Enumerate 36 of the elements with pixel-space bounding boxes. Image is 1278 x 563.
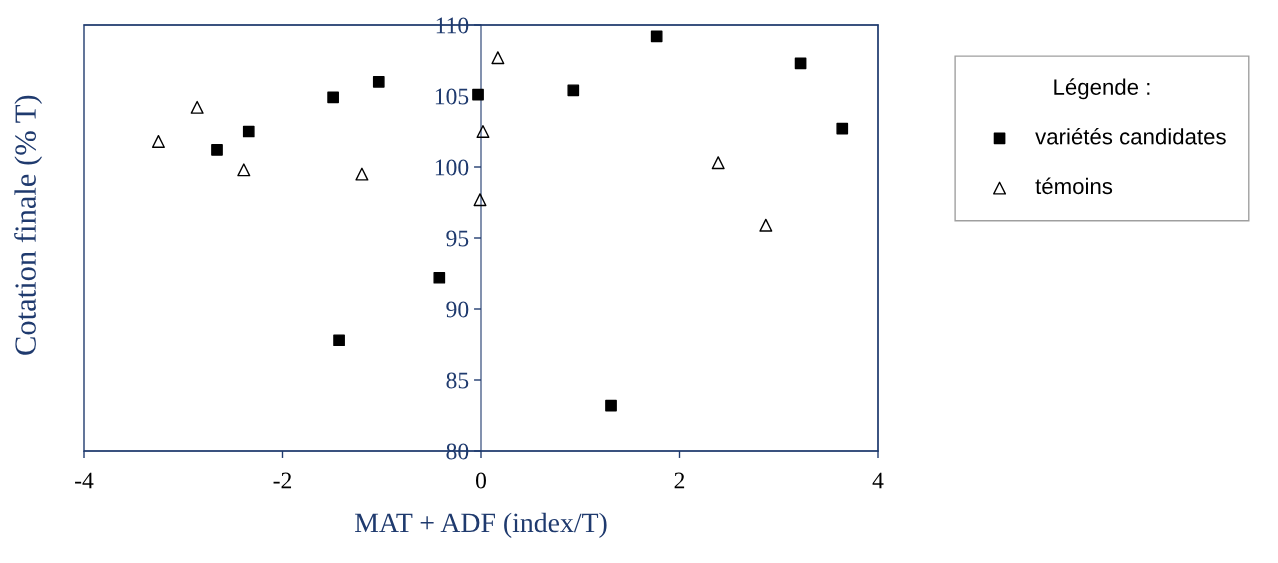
point: [711, 156, 725, 170]
point: [237, 163, 251, 177]
x-tick-label: 2: [674, 472, 685, 489]
point: [472, 88, 484, 101]
y-axis-title: Cotation finale (% T): [14, 95, 43, 355]
point: [211, 144, 223, 156]
x-tick-label: 4: [872, 472, 884, 489]
point: [650, 30, 663, 43]
y-tick-label: 95: [446, 230, 469, 247]
y-tick-label: 105: [435, 88, 469, 105]
point: [190, 100, 204, 114]
x-axis-title: MAT + ADF (index/T): [355, 512, 607, 538]
point: [372, 75, 385, 88]
legend-label: variétés candidates: [1035, 127, 1226, 145]
point: [605, 399, 617, 412]
x-tick-label: -2: [273, 472, 292, 489]
y-tick-label: 90: [446, 301, 469, 318]
point: [759, 218, 773, 232]
point: [355, 167, 369, 181]
legend-title: Légende :: [1054, 78, 1150, 100]
y-tick-label: 100: [435, 159, 469, 176]
point: [794, 57, 807, 70]
point: [242, 125, 255, 138]
legend-label: témoins: [1035, 177, 1113, 195]
point: [836, 122, 849, 135]
point: [327, 91, 339, 104]
point: [473, 193, 487, 207]
x-tick-label: -4: [75, 472, 94, 489]
point: [491, 51, 505, 65]
x-tick-label: 0: [476, 472, 486, 489]
point: [476, 124, 490, 139]
y-tick-label: 85: [446, 372, 469, 389]
point: [333, 334, 345, 347]
point: [567, 84, 580, 97]
point: [151, 134, 165, 148]
point: [433, 271, 446, 284]
